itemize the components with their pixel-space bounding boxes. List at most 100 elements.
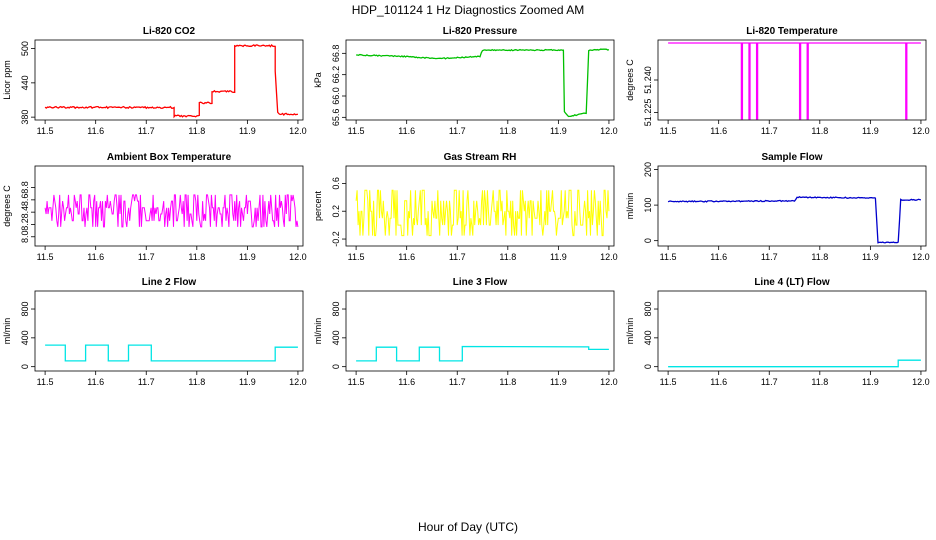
- x-tick-label: 11.7: [761, 252, 778, 262]
- panel-9: Line 4 (LT) Flow ml/min 11.5 11.6 11.7 11.8 11…: [625, 277, 930, 387]
- y-tick-label: 380: [20, 110, 30, 125]
- series-group: [44, 194, 299, 228]
- x-tick-label: 11.9: [862, 126, 879, 136]
- panel-title: Line 4 (LT) Flow: [754, 277, 830, 288]
- series-line: [44, 44, 298, 119]
- y-tick-label: 8.6: [20, 194, 30, 207]
- y-tick-label: 400: [20, 330, 30, 345]
- series-line: [668, 359, 921, 368]
- x-tick-label: 11.7: [138, 377, 155, 387]
- y-tick-label: 400: [331, 330, 341, 345]
- panel-ylabel: degrees C: [2, 185, 12, 227]
- series-line: [44, 194, 299, 228]
- x-tick-label: 11.9: [550, 126, 567, 136]
- panel-ylabel: ml/min: [625, 193, 635, 220]
- y-tick-label: 200: [643, 162, 653, 177]
- x-tick-label: 11.5: [348, 252, 365, 262]
- plot-frame: [34, 165, 304, 247]
- x-tick-label: 11.5: [37, 377, 54, 387]
- x-tick-label: 11.5: [660, 377, 677, 387]
- y-tick-label: 0.6: [331, 177, 341, 190]
- panel-title: Gas Stream RH: [444, 152, 517, 163]
- panel-1: Li-820 CO2 Licor ppm 11.5 11.6 11.7 11.8 11.9 1…: [2, 26, 307, 136]
- panel-title: Line 3 Flow: [453, 277, 508, 288]
- series-group: [44, 44, 298, 119]
- panel-grid: Li-820 CO2 Licor ppm 11.5 11.6 11.7 11.8 11.9 1…: [2, 26, 930, 387]
- panel-6: Sample Flow ml/min 11.5 11.6 11.7 11.8 11.9 12.…: [625, 152, 930, 262]
- y-tick-label: 0: [331, 364, 341, 369]
- y-tick-label: 66.0: [331, 87, 341, 105]
- series-group: [356, 345, 609, 362]
- y-tick-label: 8.8: [20, 181, 30, 194]
- x-tick-label: 12.0: [289, 126, 307, 136]
- x-tick-label: 11.6: [710, 377, 727, 387]
- x-tick-label: 11.9: [862, 377, 879, 387]
- x-tick-label: 11.8: [499, 252, 516, 262]
- y-tick-label: 8.2: [20, 218, 30, 231]
- panel-ylabel: ml/min: [625, 318, 635, 345]
- x-tick-label: 12.0: [600, 126, 618, 136]
- y-tick-label: 800: [20, 302, 30, 317]
- plot-frame: [345, 290, 615, 372]
- x-tick-label: 11.5: [660, 126, 677, 136]
- x-tick-label: 11.6: [398, 126, 415, 136]
- x-tick-label: 11.8: [811, 252, 828, 262]
- x-tick-label: 11.8: [811, 126, 828, 136]
- x-tick-label: 11.7: [138, 126, 155, 136]
- series-group: [356, 48, 610, 118]
- x-tick-label: 11.7: [449, 377, 466, 387]
- panel-8: Line 3 Flow ml/min 11.5 11.6 11.7 11.8 11.9 12.…: [313, 277, 618, 387]
- panel-4: Ambient Box Temperature degrees C 11.5 11.6…: [2, 152, 307, 262]
- panel-title: Li-820 CO2: [143, 26, 196, 37]
- x-tick-label: 11.6: [710, 126, 727, 136]
- plot-frame: [345, 165, 615, 247]
- series-group: [45, 344, 298, 362]
- x-tick-label: 11.5: [37, 252, 54, 262]
- x-tick-label: 11.6: [87, 252, 104, 262]
- x-tick-label: 11.8: [811, 377, 828, 387]
- panel-title: Li-820 Temperature: [746, 26, 838, 37]
- x-tick-label: 12.0: [289, 252, 307, 262]
- panel-ylabel: degrees C: [625, 59, 635, 101]
- panel-title: Ambient Box Temperature: [107, 152, 232, 163]
- series-line: [668, 42, 921, 120]
- y-tick-label: 65.6: [331, 109, 341, 127]
- series-line: [356, 48, 610, 118]
- panel-ylabel: kPa: [313, 72, 323, 88]
- y-tick-label: 500: [20, 41, 30, 56]
- y-tick-label: 0: [643, 364, 653, 369]
- panel-ylabel: ml/min: [2, 318, 12, 345]
- x-tick-label: 11.9: [862, 252, 879, 262]
- x-tick-label: 11.8: [499, 377, 516, 387]
- series-group: [667, 196, 922, 244]
- panel-5: Gas Stream RH percent 11.5 11.6 11.7 11.8 11.9…: [313, 152, 618, 262]
- x-tick-label: 11.8: [188, 126, 205, 136]
- y-tick-label: 800: [331, 302, 341, 317]
- panel-title: Line 2 Flow: [142, 277, 197, 288]
- series-group: [668, 42, 921, 120]
- panel-2: Li-820 Pressure kPa 11.5 11.6 11.7 11.8 11.9 12…: [313, 26, 618, 136]
- x-tick-label: 11.7: [138, 252, 155, 262]
- x-tick-label: 11.9: [239, 377, 256, 387]
- panel-7: Line 2 Flow ml/min 11.5 11.6 11.7 11.8 11.9 12.…: [2, 277, 307, 387]
- x-tick-label: 11.7: [449, 126, 466, 136]
- x-tick-label: 12.0: [600, 252, 618, 262]
- x-tick-label: 12.0: [289, 377, 307, 387]
- x-tick-label: 12.0: [600, 377, 618, 387]
- y-tick-label: 440: [20, 75, 30, 90]
- series-line: [356, 345, 609, 362]
- y-tick-label: 66.2: [331, 66, 341, 84]
- series-line: [667, 196, 922, 244]
- y-tick-label: 66.8: [331, 45, 341, 63]
- y-tick-label: 0: [643, 238, 653, 243]
- x-tick-label: 11.9: [550, 377, 567, 387]
- plot-frame: [657, 39, 927, 121]
- plot-frame: [345, 39, 615, 121]
- figure-xlabel: Hour of Day (UTC): [418, 520, 518, 534]
- series-line: [45, 344, 298, 362]
- y-tick-label: 100: [643, 198, 653, 213]
- x-tick-label: 11.8: [499, 126, 516, 136]
- x-tick-label: 11.6: [398, 377, 415, 387]
- x-tick-label: 11.7: [761, 126, 778, 136]
